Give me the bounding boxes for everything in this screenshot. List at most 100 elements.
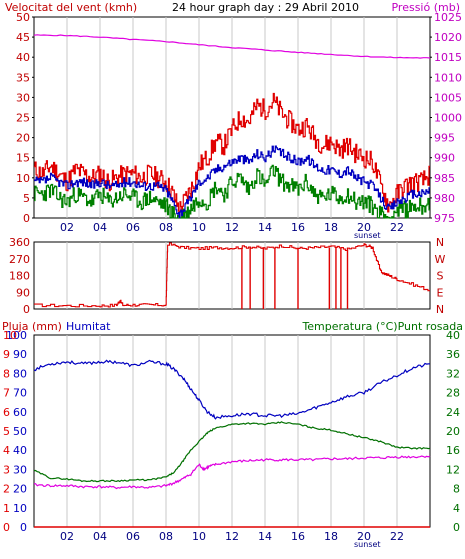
y-right-tick-label: 985 <box>434 172 455 185</box>
temperature-tick-label: 20 <box>446 425 460 438</box>
sunset-label: sunset <box>354 231 381 240</box>
rain-tick-label: 9 <box>3 348 10 361</box>
chart-title: 24 hour graph day : 29 Abril 2010 <box>172 1 359 14</box>
temperature-tick-label: 8 <box>453 483 460 496</box>
x-tick-label: 18 <box>324 530 338 543</box>
x-tick-label: 04 <box>93 530 107 543</box>
y-right-tick-label: 1005 <box>434 91 462 104</box>
x-tick-label: 10 <box>192 530 206 543</box>
rain-tick-label: 7 <box>3 387 10 400</box>
dewpoint-series <box>33 455 431 490</box>
pressure-axis-label: Pressió (mb) <box>391 1 460 14</box>
temperature-tick-label: 12 <box>446 463 460 476</box>
temperature-tick-label: 4 <box>453 502 460 515</box>
x-tick-label: 20 <box>357 221 371 234</box>
rain-tick-label: 3 <box>3 463 10 476</box>
humidity-tick-label: 20 <box>13 483 27 496</box>
rain-tick-label: 6 <box>3 406 10 419</box>
compass-label: E <box>437 286 444 299</box>
rain-tick-label: 5 <box>3 425 10 438</box>
temperature-tick-label: 0 <box>453 521 460 534</box>
y-right-tick-label: 1015 <box>434 51 462 64</box>
wind-speed-axis-label: Velocitat del vent (kmh) <box>5 1 137 14</box>
rain-tick-label: 4 <box>3 444 10 457</box>
humidity-tick-label: 60 <box>13 406 27 419</box>
rain-tick-label: 8 <box>3 367 10 380</box>
humidity-axis-label: Humitat <box>66 320 111 333</box>
x-tick-label: 12 <box>225 530 239 543</box>
y-right-tick-label: 1010 <box>434 71 462 84</box>
humidity-series <box>33 359 431 420</box>
x-tick-label: 22 <box>390 530 404 543</box>
temperature-tick-label: 36 <box>446 348 460 361</box>
direction-tick-label: 360 <box>9 236 30 249</box>
y-tick-label: 45 <box>16 31 30 44</box>
pressure-series <box>33 34 431 59</box>
humidity-tick-label: 90 <box>13 348 27 361</box>
y-tick-label: 50 <box>16 11 30 24</box>
x-tick-label: 20 <box>357 530 371 543</box>
rain-tick-label: 2 <box>3 483 10 496</box>
x-tick-label: 06 <box>126 221 140 234</box>
x-tick-label: 04 <box>93 221 107 234</box>
x-tick-label: 08 <box>159 530 173 543</box>
y-right-tick-label: 980 <box>434 192 455 205</box>
y-tick-label: 20 <box>16 132 30 145</box>
humidity-tick-label: 80 <box>13 367 27 380</box>
wind-low-series <box>34 164 430 219</box>
compass-label: S <box>437 270 444 283</box>
humidity-temperature-panel: 0102030405060708090100012345678910048121… <box>3 329 460 549</box>
direction-tick-label: 90 <box>16 286 30 299</box>
y-right-tick-label: 995 <box>434 132 455 145</box>
y-tick-label: 40 <box>16 51 30 64</box>
compass-label: W <box>435 253 446 266</box>
x-tick-label: 02 <box>60 221 74 234</box>
rain-tick-label: 0 <box>3 521 10 534</box>
humidity-tick-label: 70 <box>13 387 27 400</box>
wind-pressure-panel: 0510152025303540455097598098599099510001… <box>16 11 462 240</box>
temperature-series <box>33 421 431 483</box>
sunset-label: sunset <box>354 540 381 549</box>
y-tick-label: 35 <box>16 71 30 84</box>
humidity-tick-label: 10 <box>13 502 27 515</box>
rain-tick-label: 10 <box>3 329 17 342</box>
y-right-tick-label: 975 <box>434 212 455 225</box>
y-tick-label: 30 <box>16 91 30 104</box>
temperature-tick-label: 16 <box>446 444 460 457</box>
x-tick-label: 14 <box>258 530 272 543</box>
temperature-tick-label: 28 <box>446 387 460 400</box>
compass-label: N <box>436 303 444 316</box>
x-tick-label: 10 <box>192 221 206 234</box>
x-tick-label: 08 <box>159 221 173 234</box>
direction-series <box>34 242 430 308</box>
y-tick-label: 0 <box>23 212 30 225</box>
x-tick-label: 16 <box>291 221 305 234</box>
y-tick-label: 25 <box>16 112 30 125</box>
y-right-tick-label: 1025 <box>434 11 462 24</box>
direction-tick-label: 180 <box>9 270 30 283</box>
x-tick-label: 12 <box>225 221 239 234</box>
x-tick-label: 18 <box>324 221 338 234</box>
rain-tick-label: 1 <box>3 502 10 515</box>
rain-axis-label: Pluja (mm) <box>2 320 62 333</box>
humidity-tick-label: 50 <box>13 425 27 438</box>
y-tick-label: 15 <box>16 152 30 165</box>
x-tick-label: 02 <box>60 530 74 543</box>
temperature-tick-label: 32 <box>446 367 460 380</box>
humidity-tick-label: 40 <box>13 444 27 457</box>
x-tick-label: 14 <box>258 221 272 234</box>
wind-gust-series <box>34 92 430 218</box>
direction-tick-label: 270 <box>9 253 30 266</box>
wind-average-series <box>34 145 430 219</box>
y-right-tick-label: 1000 <box>434 112 462 125</box>
humidity-tick-label: 100 <box>6 329 27 342</box>
x-tick-label: 16 <box>291 530 305 543</box>
y-tick-label: 10 <box>16 172 30 185</box>
direction-tick-label: 0 <box>23 303 30 316</box>
x-tick-label: 22 <box>390 221 404 234</box>
y-right-tick-label: 990 <box>434 152 455 165</box>
y-right-tick-label: 1020 <box>434 31 462 44</box>
